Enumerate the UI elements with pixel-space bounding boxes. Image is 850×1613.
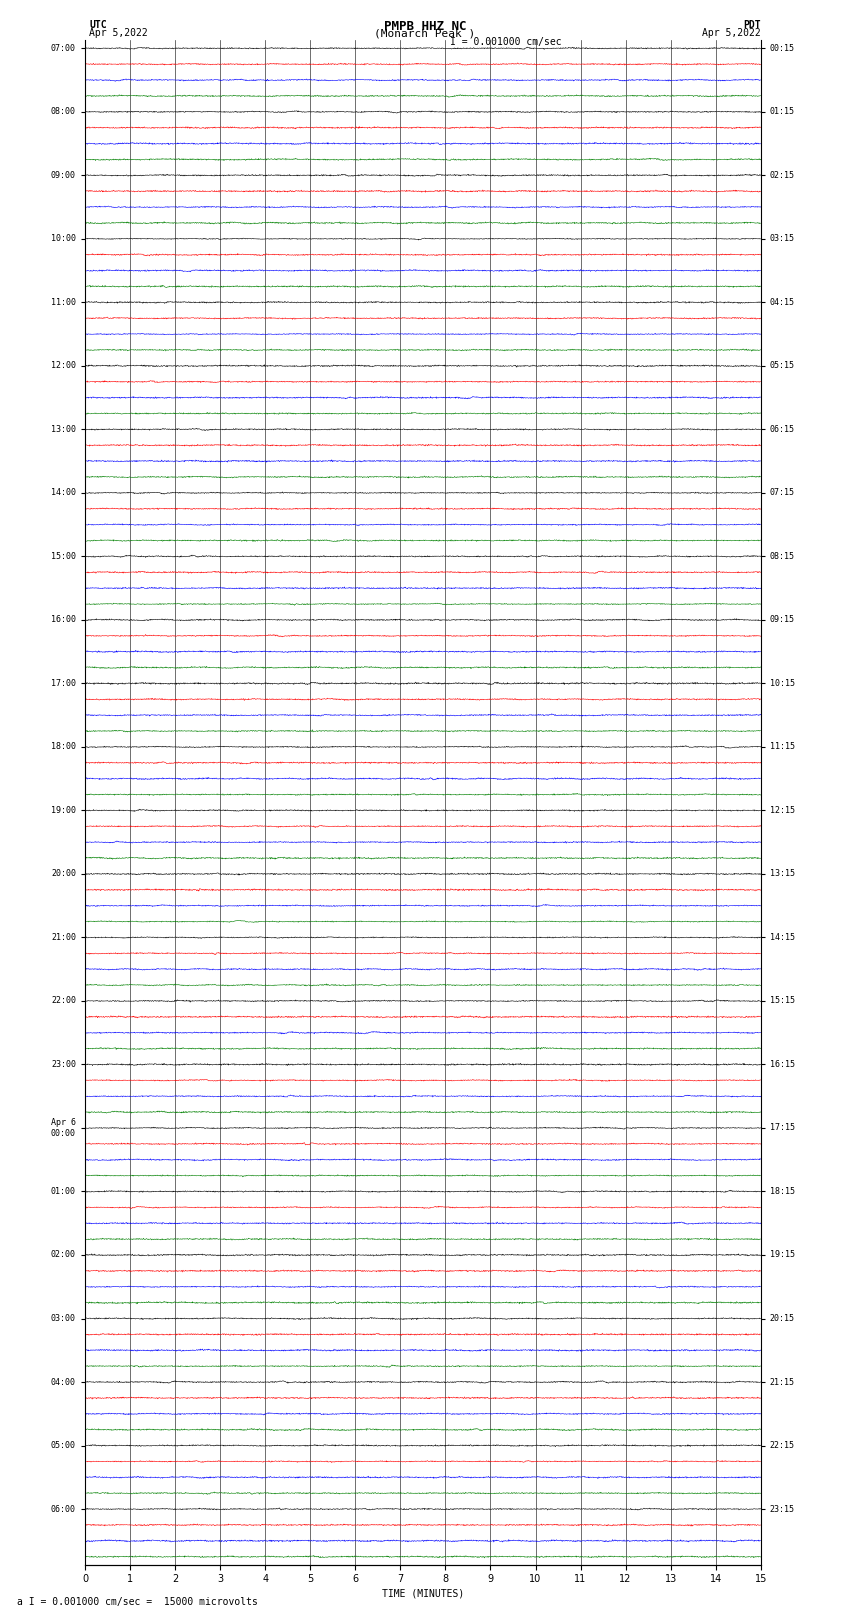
Text: I = 0.001000 cm/sec: I = 0.001000 cm/sec xyxy=(450,37,562,47)
Text: Apr 5,2022: Apr 5,2022 xyxy=(89,29,148,39)
Text: UTC: UTC xyxy=(89,19,107,31)
Text: (Monarch Peak ): (Monarch Peak ) xyxy=(374,29,476,39)
Text: PDT: PDT xyxy=(743,19,761,31)
X-axis label: TIME (MINUTES): TIME (MINUTES) xyxy=(382,1589,464,1598)
Text: PMPB HHZ NC: PMPB HHZ NC xyxy=(383,19,467,34)
Text: Apr 5,2022: Apr 5,2022 xyxy=(702,29,761,39)
Text: a I = 0.001000 cm/sec =  15000 microvolts: a I = 0.001000 cm/sec = 15000 microvolts xyxy=(17,1597,258,1607)
